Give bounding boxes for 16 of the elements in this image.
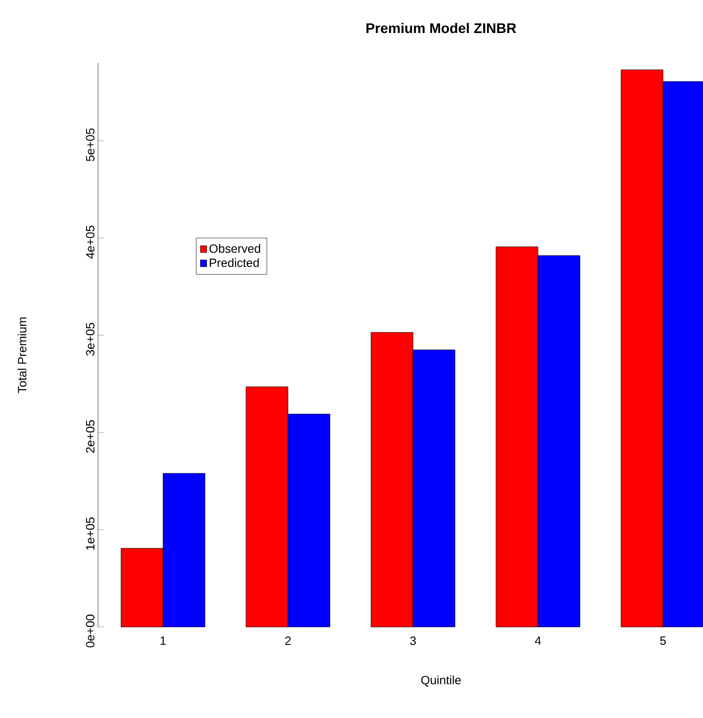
y-tick-label: 5e+05 — [86, 128, 94, 162]
y-tick-label: 3e+05 — [86, 322, 94, 356]
x-tick-label: 2 — [285, 636, 291, 645]
y-tick-label: 0e+00 — [86, 614, 94, 648]
x-tick-label: 5 — [660, 636, 666, 645]
x-tick-label: 3 — [410, 636, 416, 646]
y-tick-label: 1e+05 — [86, 517, 94, 550]
x-tick-label: 4 — [534, 636, 541, 645]
legend-label: Observed — [209, 244, 260, 253]
y-tick-label: 2e+05 — [86, 420, 94, 453]
legend-label: Predicted — [210, 258, 259, 268]
x-tick-label: 1 — [160, 636, 166, 645]
y-axis-title: Total Premium — [18, 317, 26, 394]
y-tick-label: 4e+05 — [86, 226, 94, 259]
chart-title: Premium Model ZINBR — [366, 22, 516, 34]
x-axis-title: Quintile — [421, 676, 461, 686]
